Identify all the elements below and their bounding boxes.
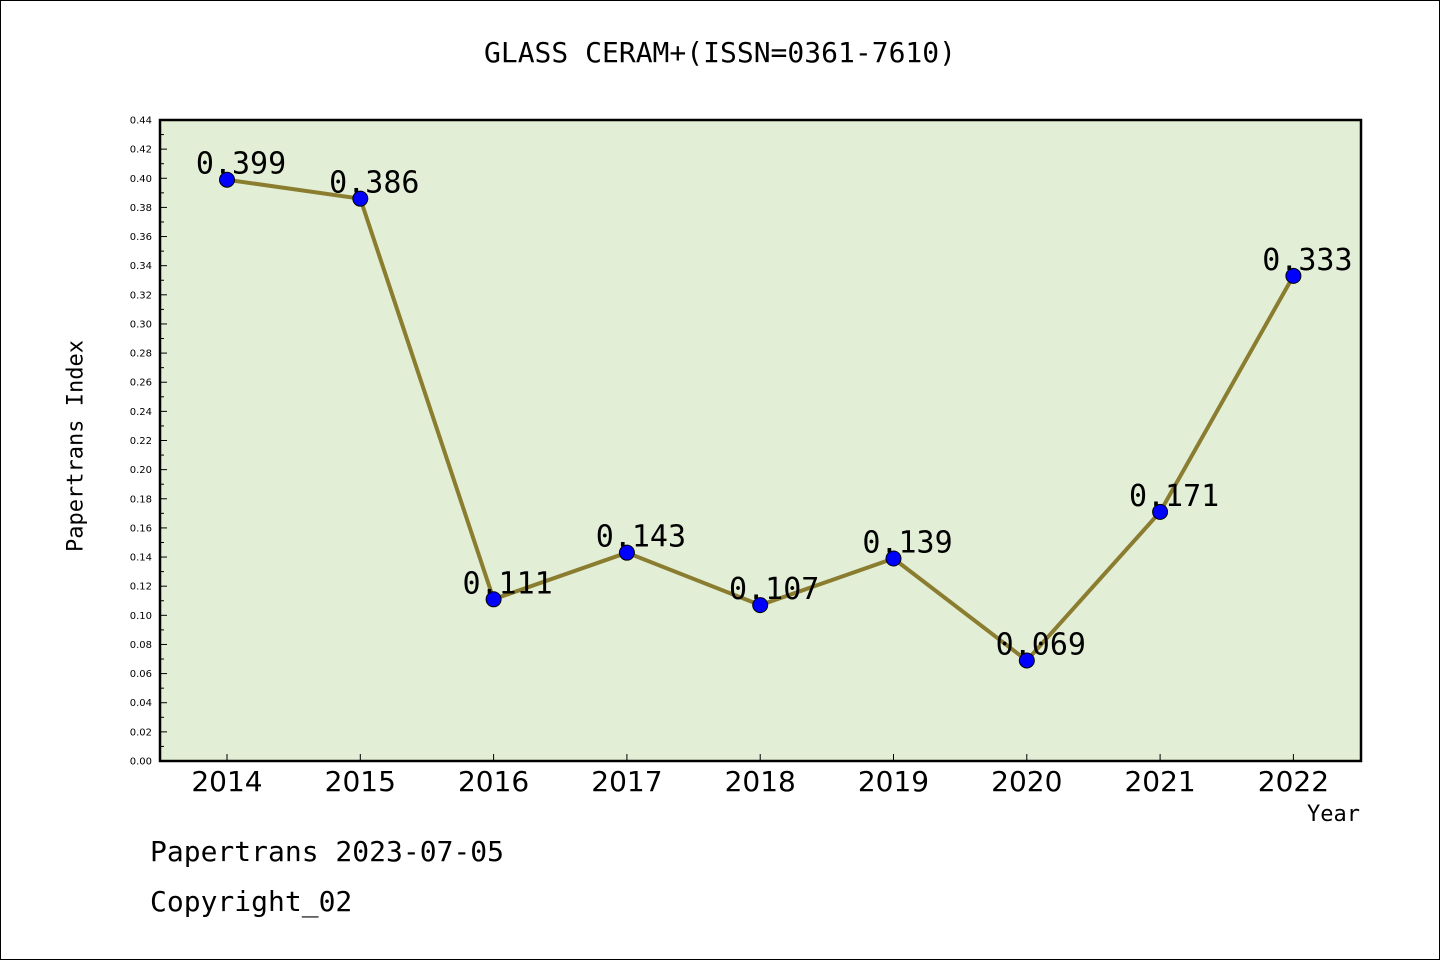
plot-area bbox=[160, 120, 1361, 761]
y-tick-label: 0.00 bbox=[130, 757, 152, 768]
footer-date: Papertrans 2023-07-05 bbox=[150, 835, 505, 868]
chart-title: GLASS CERAM+(ISSN=0361-7610) bbox=[483, 36, 956, 69]
data-point bbox=[885, 550, 902, 567]
y-tick-label: 0.12 bbox=[130, 582, 152, 593]
y-tick-label: 0.10 bbox=[130, 611, 152, 622]
y-tick-label: 0.16 bbox=[130, 523, 152, 534]
y-tick-label: 0.26 bbox=[130, 378, 152, 389]
y-tick-label: 0.34 bbox=[130, 261, 152, 272]
data-point bbox=[1152, 503, 1169, 520]
data-label: 0.139 bbox=[862, 526, 952, 561]
y-tick-label: 0.36 bbox=[130, 232, 152, 243]
x-tick-label: 2015 bbox=[325, 765, 396, 798]
data-point bbox=[618, 544, 635, 561]
data-label: 0.107 bbox=[729, 572, 819, 607]
data-point bbox=[219, 171, 235, 188]
y-tick-label: 0.44 bbox=[130, 116, 152, 127]
plot-border bbox=[158, 118, 1363, 763]
x-tick-label: 2021 bbox=[1124, 765, 1195, 798]
data-points bbox=[219, 171, 1302, 669]
data-point bbox=[1018, 652, 1035, 669]
data-point bbox=[485, 591, 502, 608]
data-label: 0.386 bbox=[329, 166, 419, 201]
data-label: 0.143 bbox=[596, 520, 686, 555]
x-tick-label: 2016 bbox=[458, 765, 529, 798]
data-label: 0.333 bbox=[1262, 243, 1352, 278]
y-tick-label: 0.08 bbox=[130, 640, 152, 651]
y-tick-label: 0.30 bbox=[130, 319, 152, 330]
y-tick-label: 0.32 bbox=[130, 290, 152, 301]
y-tick-label: 0.28 bbox=[130, 349, 152, 360]
x-tick-label: 2019 bbox=[858, 765, 929, 798]
y-tick-label: 0.20 bbox=[130, 465, 152, 476]
x-tick-label: 2020 bbox=[991, 765, 1062, 798]
y-tick-label: 0.18 bbox=[130, 494, 152, 505]
data-label: 0.171 bbox=[1129, 479, 1219, 514]
data-point bbox=[1285, 267, 1302, 284]
y-tick-label: 0.42 bbox=[130, 145, 152, 156]
y-tick-label: 0.38 bbox=[130, 203, 152, 214]
x-axis: 2014 2015 2016 2017 2018 2019 2020 2021 2022 bbox=[191, 754, 1329, 798]
data-label: 0.111 bbox=[462, 566, 552, 601]
y-tick-label: 0.14 bbox=[130, 553, 152, 564]
y-axis: 0.00 0.02 0.04 0.06 0.08 0.10 0.12 0.14 0.16 0.18… bbox=[130, 116, 167, 768]
y-tick-label: 0.24 bbox=[130, 407, 152, 418]
y-tick-label: 0.40 bbox=[130, 174, 152, 185]
data-label: 0.399 bbox=[196, 147, 286, 182]
x-tick-label: 2018 bbox=[725, 765, 796, 798]
x-tick-label: 2022 bbox=[1258, 765, 1329, 798]
x-axis-label: Year bbox=[1307, 802, 1360, 827]
data-point bbox=[752, 597, 769, 614]
x-tick-label: 2017 bbox=[591, 765, 662, 798]
y-tick-label: 0.22 bbox=[130, 436, 152, 447]
y-tick-label: 0.06 bbox=[130, 669, 152, 680]
x-tick-label: 2014 bbox=[191, 765, 262, 798]
footer-copyright: Copyright_02 bbox=[150, 885, 353, 918]
y-tick-label: 0.02 bbox=[130, 727, 152, 738]
data-labels: 0.399 0.386 0.111 0.143 0.107 0.139 0.069 0.171… bbox=[196, 147, 1353, 663]
data-label: 0.069 bbox=[996, 627, 1086, 662]
y-tick-label: 0.04 bbox=[130, 698, 152, 709]
y-axis-label: Papertrans Index bbox=[63, 340, 89, 552]
data-point bbox=[352, 190, 369, 207]
